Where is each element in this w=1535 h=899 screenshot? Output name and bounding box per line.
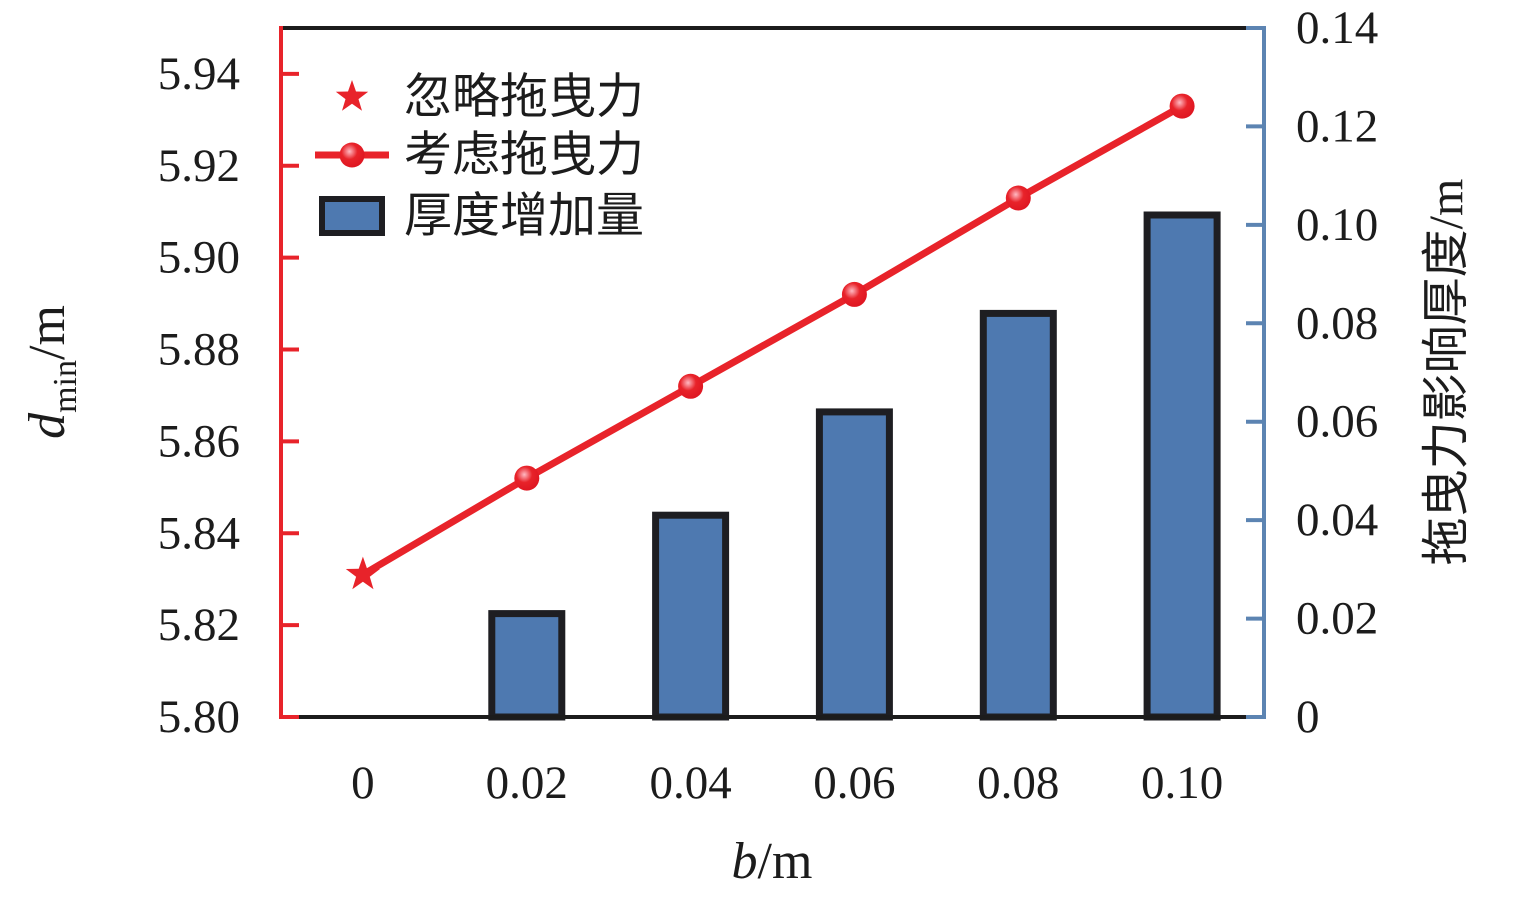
left-axis-unit: /m bbox=[19, 305, 76, 360]
left-axis-var: d bbox=[19, 412, 76, 439]
x-axis-unit: /m bbox=[758, 833, 813, 890]
right-tick-label: 0.10 bbox=[1296, 199, 1378, 251]
line-series bbox=[345, 93, 1195, 590]
x-tick-label: 0.08 bbox=[977, 757, 1059, 809]
left-tick-label: 5.84 bbox=[158, 507, 240, 559]
bar-0.04 bbox=[652, 511, 730, 721]
x-tick-label: 0.04 bbox=[649, 757, 731, 809]
left-tick-label: 5.82 bbox=[158, 599, 240, 651]
x-axis-var: b bbox=[732, 833, 758, 890]
right-tick-label: 0.12 bbox=[1296, 100, 1378, 152]
right-tick-label: 0.08 bbox=[1296, 297, 1378, 349]
bar-0.08 bbox=[979, 309, 1057, 721]
x-tick-label: 0 bbox=[351, 757, 375, 809]
bar-0.06 bbox=[815, 408, 893, 721]
circle-marker bbox=[1169, 93, 1195, 119]
right-axis-title: 拖曳力影响厚度/m bbox=[1420, 179, 1473, 566]
bars-series bbox=[488, 211, 1221, 721]
axes: 5.80 5.82 5.84 5.86 5.88 5.90 5.92 5.94 0 0.02 0.0… bbox=[158, 2, 1379, 809]
line-path bbox=[359, 102, 1186, 579]
x-tick-label: 0.10 bbox=[1141, 757, 1223, 809]
star-marker bbox=[345, 556, 380, 590]
legend-circle-marker bbox=[339, 142, 365, 168]
legend-bar-swatch bbox=[319, 196, 385, 236]
x-axis-title: b/m bbox=[732, 833, 813, 890]
right-tick-label: 0.06 bbox=[1296, 396, 1378, 448]
circle-marker bbox=[1005, 185, 1031, 211]
right-tick-label: 0.14 bbox=[1296, 2, 1378, 54]
x-tick-label: 0.02 bbox=[486, 757, 568, 809]
left-axis-title: dmin/m bbox=[19, 305, 84, 439]
left-tick-label: 5.90 bbox=[158, 232, 240, 284]
right-tick-label: 0.02 bbox=[1296, 593, 1378, 645]
right-tick-label: 0 bbox=[1296, 691, 1320, 743]
legend-star-marker bbox=[335, 80, 369, 111]
left-tick-label: 5.88 bbox=[158, 324, 240, 376]
x-tick-label: 0.06 bbox=[813, 757, 895, 809]
circle-marker bbox=[514, 465, 540, 491]
left-tick-label: 5.80 bbox=[158, 691, 240, 743]
left-tick-label: 5.94 bbox=[158, 48, 240, 100]
legend-label-1: 考虑拖曳力 bbox=[404, 129, 644, 182]
right-tick-label: 0.04 bbox=[1296, 494, 1378, 546]
left-axis-subscript: min bbox=[47, 360, 84, 413]
circle-marker bbox=[678, 373, 704, 399]
left-tick-label: 5.92 bbox=[158, 140, 240, 192]
legend-label-0: 忽略拖曳力 bbox=[404, 71, 644, 124]
circle-marker bbox=[841, 281, 867, 307]
bar-0.10 bbox=[1143, 211, 1221, 721]
bar-0.02 bbox=[488, 610, 566, 721]
left-tick-label: 5.86 bbox=[158, 415, 240, 467]
legend-label-2: 厚度增加量 bbox=[404, 190, 644, 243]
